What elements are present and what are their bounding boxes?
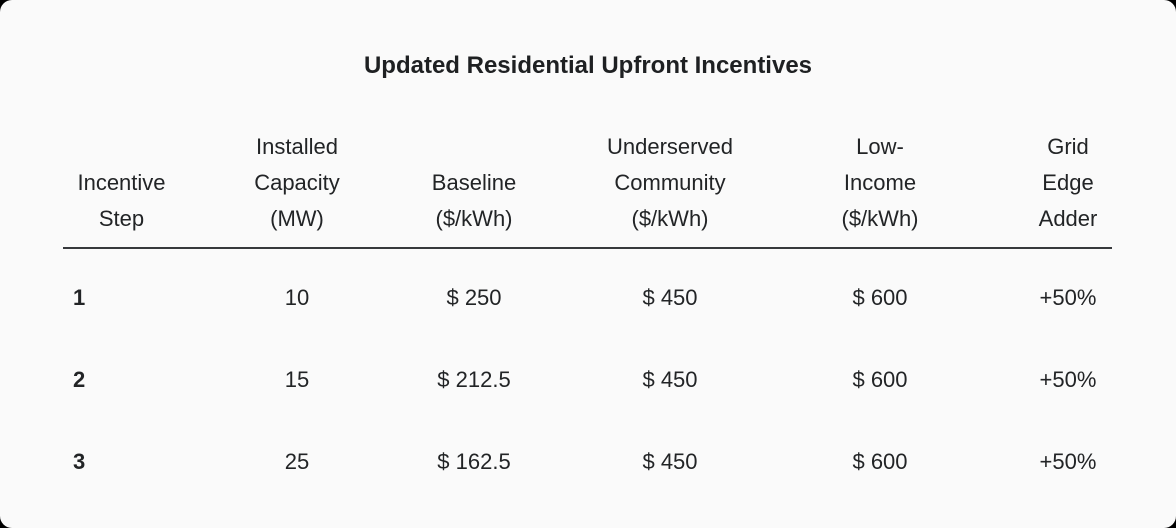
cell-installed-capacity: 15 [284, 367, 310, 392]
header-line: Community [614, 170, 726, 195]
cell-underserved-community: $ 450 [642, 367, 698, 392]
table-row: 1 10 $ 250 $ 450 $ 600 +50% [63, 248, 1112, 339]
header-line: Edge [1042, 170, 1094, 195]
cell-baseline: $ 250 [446, 285, 502, 310]
cell-installed-capacity: 25 [284, 449, 310, 474]
page-title: Updated Residential Upfront Incentives [363, 52, 813, 79]
header-line: Grid [1047, 134, 1089, 159]
cell-grid-edge-adder: +50% [1039, 367, 1097, 392]
header-line: Incentive [77, 170, 166, 195]
header-line: (MW) [270, 206, 324, 231]
header-line: ($/kWh) [841, 206, 919, 231]
header-line: ($/kWh) [435, 206, 513, 231]
cell-low-income: $ 600 [852, 367, 908, 392]
cell-baseline: $ 162.5 [437, 449, 511, 474]
cell-incentive-step: 1 [73, 285, 86, 310]
table-row: 3 25 $ 162.5 $ 450 $ 600 +50% [63, 421, 1112, 503]
header-line: Baseline [431, 170, 517, 195]
cell-installed-capacity: 10 [284, 285, 310, 310]
header-line: Income [843, 170, 917, 195]
cell-incentive-step: 2 [73, 367, 86, 392]
cell-baseline: $ 212.5 [437, 367, 511, 392]
header-line: Installed [256, 134, 338, 159]
column-header-underserved-community: Underserved Community ($/kWh) [534, 129, 806, 249]
table-row: 2 15 $ 212.5 $ 450 $ 600 +50% [63, 339, 1112, 421]
header-line: Capacity [254, 170, 340, 195]
cell-underserved-community: $ 450 [642, 449, 698, 474]
cell-grid-edge-adder: +50% [1039, 285, 1097, 310]
cell-incentive-step: 3 [73, 449, 86, 474]
column-header-baseline: Baseline ($/kWh) [414, 129, 534, 249]
table-header-row: Incentive Step Installed Capacity (MW) B… [63, 129, 1112, 249]
cell-underserved-community: $ 450 [642, 285, 698, 310]
column-header-grid-edge-adder: Grid Edge Adder [954, 129, 1112, 249]
header-line: ($/kWh) [631, 206, 709, 231]
cell-low-income: $ 600 [852, 449, 908, 474]
column-header-installed-capacity: Installed Capacity (MW) [180, 129, 414, 249]
header-line: Low- [856, 134, 904, 159]
header-line: Underserved [607, 134, 733, 159]
header-line: Adder [1038, 206, 1098, 231]
column-header-low-income: Low- Income ($/kWh) [806, 129, 954, 249]
header-line: Step [98, 206, 145, 231]
cell-low-income: $ 600 [852, 285, 908, 310]
column-header-incentive-step: Incentive Step [63, 129, 180, 249]
incentives-table: Incentive Step Installed Capacity (MW) B… [63, 129, 1112, 503]
cell-grid-edge-adder: +50% [1039, 449, 1097, 474]
